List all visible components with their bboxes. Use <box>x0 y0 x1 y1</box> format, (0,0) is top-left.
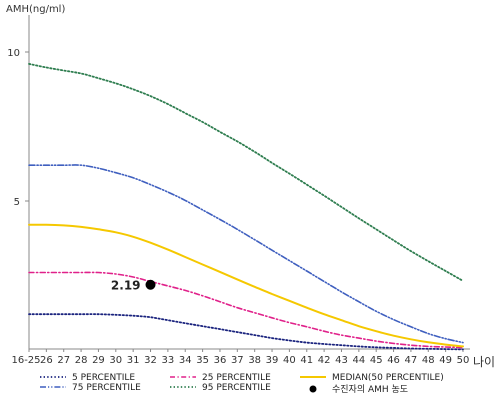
x-tick-label: 40 <box>283 355 296 366</box>
legend-label-25-percentile: 25 PERCENTILE <box>202 373 271 383</box>
x-tick-label: 30 <box>109 355 122 366</box>
y-ticks: 5 10 <box>7 48 29 208</box>
amh-marker-point <box>145 279 156 290</box>
y-axis-label: AMH(ng/ml) <box>6 4 65 15</box>
x-tick-label: 43 <box>335 355 348 366</box>
x-tick-label: 49 <box>439 355 452 366</box>
amh-marker-label: 2.19 <box>111 279 141 293</box>
x-tick-label: 50 <box>457 355 470 366</box>
x-axis-label: 나이 <box>473 355 495 369</box>
series-line-5-percentile <box>28 313 464 351</box>
series-line-median-50-percentile <box>28 223 464 348</box>
legend-label-5-percentile: 5 PERCENTILE <box>72 373 135 383</box>
x-tick-label: 28 <box>75 355 88 366</box>
x-tick-label: 29 <box>92 355 105 366</box>
x-ticks: 16-25 26 27 28 29 30 31 32 33 34 35 36 37 38 39 40 41 42 4… <box>11 349 469 366</box>
series-lines <box>28 63 464 351</box>
y-tick-label: 5 <box>14 197 20 208</box>
x-tick-label: 48 <box>422 355 435 366</box>
legend-label-95-percentile: 95 PERCENTILE <box>202 383 271 393</box>
x-tick-label: 32 <box>144 355 157 366</box>
x-tick-label: 36 <box>214 355 227 366</box>
series-line-95-percentile <box>28 63 464 282</box>
x-tick-label: 26 <box>40 355 53 366</box>
legend-label-median-50-percentile: MEDIAN(50 PERCENTILE) <box>332 373 444 383</box>
y-tick-label: 10 <box>7 48 20 59</box>
series-line-25-percentile <box>28 271 464 349</box>
marker-layer: 2.19 <box>111 279 156 293</box>
x-tick-label: 33 <box>162 355 175 366</box>
x-tick-label: 31 <box>127 355 140 366</box>
series-line-75-percentile <box>28 164 464 344</box>
x-tick-label: 47 <box>405 355 418 366</box>
x-tick-label: 45 <box>370 355 383 366</box>
legend-label-75-percentile: 75 PERCENTILE <box>72 383 141 393</box>
legend-swatch-marker <box>309 385 317 393</box>
legend: 5 PERCENTILE 25 PERCENTILE MEDIAN(50 PERCE… <box>40 373 444 395</box>
legend-label-marker: 수진자의 AMH 농도 <box>332 384 408 395</box>
x-tick-label: 37 <box>231 355 244 366</box>
x-tick-label: 34 <box>179 355 192 366</box>
x-tick-label: 44 <box>352 355 365 366</box>
x-tick-label: 35 <box>196 355 209 366</box>
x-tick-label: 42 <box>318 355 331 366</box>
x-tick-label: 27 <box>57 355 70 366</box>
x-tick-label: 46 <box>387 355 400 366</box>
x-tick-label: 41 <box>300 355 313 366</box>
x-tick-label: 38 <box>248 355 261 366</box>
x-tick-label: 39 <box>266 355 279 366</box>
x-tick-label: 16-25 <box>11 355 40 366</box>
axes <box>28 15 470 350</box>
